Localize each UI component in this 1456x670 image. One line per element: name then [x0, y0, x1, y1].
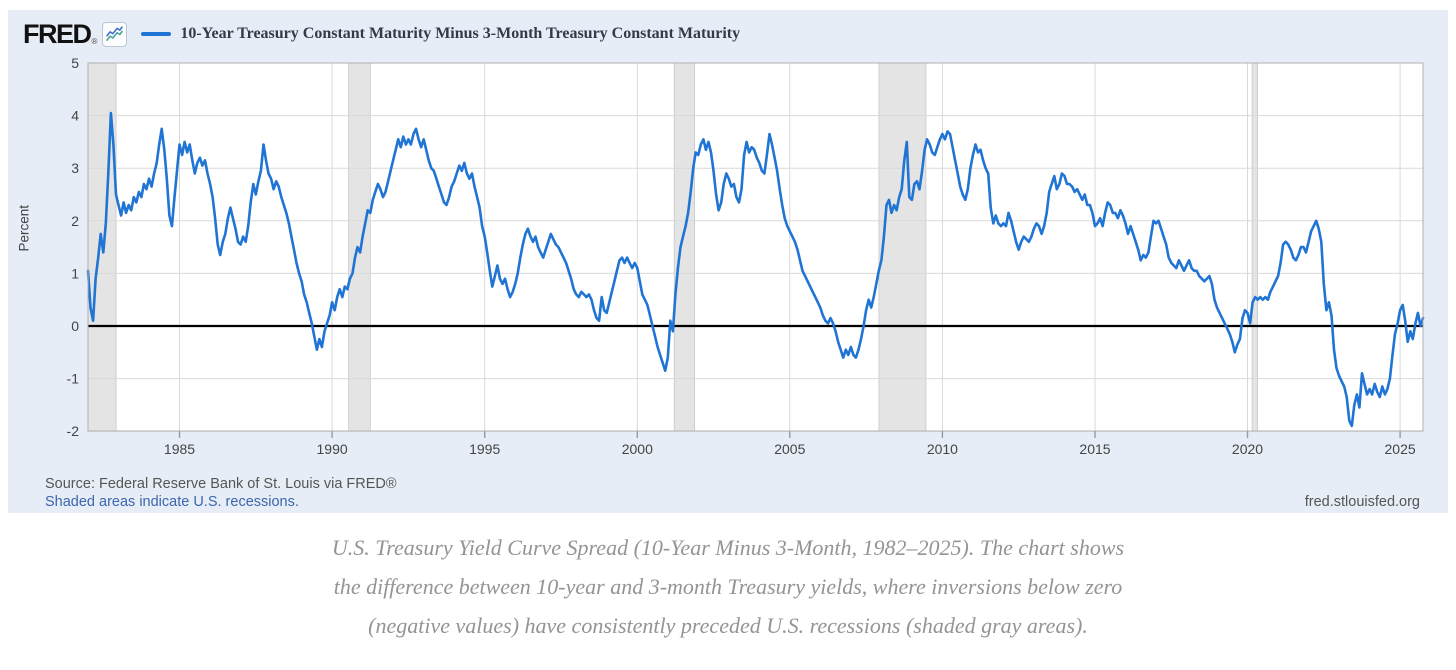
- x-tick-label: 2025: [1385, 441, 1416, 457]
- legend-line-swatch: [141, 32, 172, 36]
- fred-logo-text: FRED: [23, 19, 92, 49]
- fred-logo-registered: ®: [91, 37, 98, 46]
- y-tick-label: -2: [67, 423, 80, 439]
- legend-series-label[interactable]: 10-Year Treasury Constant Maturity Minus…: [180, 25, 741, 42]
- caption-line-1: U.S. Treasury Yield Curve Spread (10-Yea…: [331, 535, 1125, 560]
- fred-sparkline-icon: [102, 22, 128, 47]
- caption-line-3: (negative values) have consistently prec…: [368, 613, 1088, 638]
- caption-line-2: the difference between 10-year and 3-mon…: [333, 574, 1123, 599]
- recession-band: [348, 62, 371, 432]
- recession-band: [1251, 62, 1258, 432]
- recession-band: [878, 62, 927, 432]
- fred-chart-card: FRED ® 10-Year Treasury Constant Maturit…: [8, 10, 1448, 513]
- x-tick-label: 1985: [164, 441, 195, 457]
- fred-logo[interactable]: FRED ®: [23, 19, 128, 49]
- plot-border: [87, 62, 1424, 432]
- y-axis-title: Percent: [16, 204, 32, 252]
- chart-legend: 10-Year Treasury Constant Maturity Minus…: [141, 25, 740, 43]
- y-tick-label: 1: [71, 265, 79, 281]
- chart-header: FRED ® 10-Year Treasury Constant Maturit…: [23, 18, 740, 50]
- fred-site-link[interactable]: fred.stlouisfed.org: [1304, 494, 1420, 510]
- yield-spread-chart: 1985 1990 1995 2000 2005 2010 2015 2020 2025 5 4 3 2…: [67, 55, 1425, 457]
- x-tick-label: 2020: [1232, 441, 1263, 457]
- x-tick-label: 2010: [927, 441, 958, 457]
- series-line: [86, 111, 1425, 428]
- figure-caption: U.S. Treasury Yield Curve Spread (10-Yea…: [0, 528, 1456, 645]
- y-tick-label: 3: [71, 160, 79, 176]
- source-attribution: Source: Federal Reserve Bank of St. Loui…: [45, 476, 397, 492]
- y-tick-label: 4: [71, 108, 79, 124]
- x-tick-label: 2000: [622, 441, 653, 457]
- x-tick-label: 2015: [1079, 441, 1110, 457]
- y-tick-label: -1: [67, 371, 80, 387]
- x-tick-label: 1990: [317, 441, 348, 457]
- plot-background: [88, 63, 1423, 431]
- y-tick-label: 5: [71, 55, 79, 71]
- y-tick-label: 2: [71, 213, 79, 229]
- y-tick-label: 0: [71, 318, 79, 334]
- x-tick-label: 2005: [774, 441, 805, 457]
- recession-band: [673, 62, 696, 432]
- recession-note-link[interactable]: Shaded areas indicate U.S. recessions.: [45, 494, 299, 510]
- x-tick-label: 1995: [469, 441, 500, 457]
